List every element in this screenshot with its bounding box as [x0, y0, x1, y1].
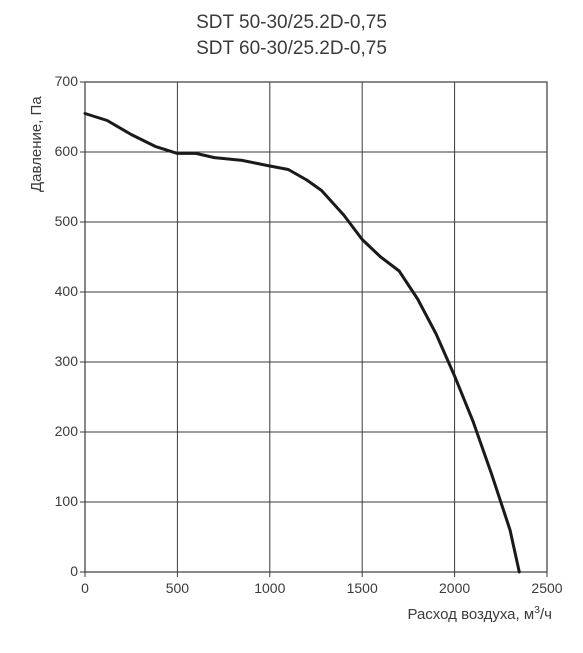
x-tick-label: 1500 [342, 580, 382, 596]
x-tick-label: 1000 [250, 580, 290, 596]
x-tick-label: 2000 [435, 580, 475, 596]
y-tick-label: 200 [40, 423, 78, 439]
x-tick-label: 2500 [527, 580, 567, 596]
y-tick-label: 500 [40, 213, 78, 229]
x-axis-label: Расход воздуха, м3/ч [372, 604, 552, 623]
chart-svg [0, 0, 583, 653]
figure-container: SDT 50-30/25.2D-0,75 SDT 60-30/25.2D-0,7… [0, 0, 583, 653]
y-tick-label: 0 [40, 563, 78, 579]
y-tick-label: 300 [40, 353, 78, 369]
y-tick-label: 700 [40, 73, 78, 89]
y-tick-label: 600 [40, 143, 78, 159]
x-tick-label: 0 [65, 580, 105, 596]
y-tick-label: 100 [40, 493, 78, 509]
y-tick-label: 400 [40, 283, 78, 299]
x-tick-label: 500 [157, 580, 197, 596]
